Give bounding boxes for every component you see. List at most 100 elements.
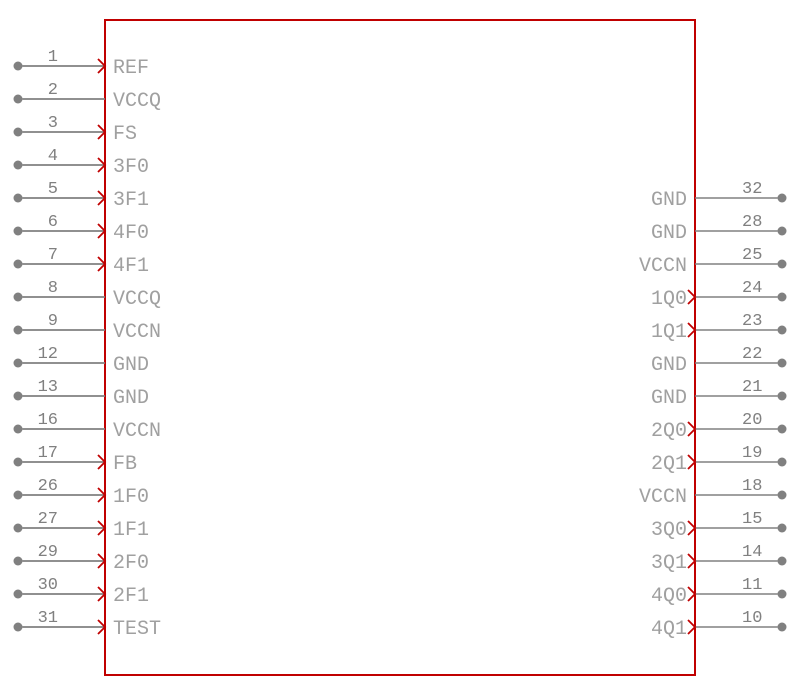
- pin-number: 26: [38, 477, 58, 496]
- pin-label: GND: [651, 222, 687, 245]
- output-arrow-icon: [688, 290, 695, 304]
- pin-label: 4Q0: [651, 585, 687, 608]
- pin-label: 4F1: [113, 255, 149, 278]
- left-pin-6: 64F0: [14, 213, 150, 245]
- pin-dot: [778, 260, 787, 269]
- pin-dot: [778, 194, 787, 203]
- pin-dot: [14, 425, 23, 434]
- pin-label: 2Q0: [651, 420, 687, 443]
- pin-dot: [778, 227, 787, 236]
- pin-label: 3F1: [113, 189, 149, 212]
- pin-dot: [14, 623, 23, 632]
- left-pin-27: 271F1: [14, 510, 150, 542]
- pin-label: 2Q1: [651, 453, 687, 476]
- left-pin-26: 26 1F0: [14, 477, 150, 509]
- right-pin-18: 18VCCN: [639, 477, 787, 509]
- left-pin-29: 292F0: [14, 543, 150, 575]
- pin-dot: [14, 161, 23, 170]
- pin-number: 15: [742, 510, 762, 529]
- pin-label: FS: [113, 123, 137, 146]
- pin-dot: [778, 557, 787, 566]
- pin-dot: [14, 95, 23, 104]
- right-pin-20: 202Q0: [651, 411, 787, 443]
- pin-dot: [14, 458, 23, 467]
- left-pin-1: 1REF: [14, 48, 150, 80]
- left-pin-3: 3 FS: [14, 114, 138, 146]
- pin-dot: [14, 260, 23, 269]
- right-pin-14: 14 3Q1: [651, 543, 787, 575]
- right-pin-11: 11 4Q0: [651, 576, 787, 608]
- pin-number: 19: [742, 444, 762, 463]
- pin-number: 3: [48, 114, 58, 133]
- pin-number: 23: [742, 312, 762, 331]
- pin-label: 4F0: [113, 222, 149, 245]
- pin-number: 5: [48, 180, 58, 199]
- pin-label: 1Q0: [651, 288, 687, 311]
- pin-dot: [14, 590, 23, 599]
- pin-number: 11: [742, 576, 762, 595]
- pin-dot: [778, 425, 787, 434]
- pin-number: 17: [38, 444, 58, 463]
- pin-number: 30: [38, 576, 58, 595]
- pin-number: 24: [742, 279, 762, 298]
- pin-label: GND: [113, 387, 149, 410]
- pin-dot: [778, 293, 787, 302]
- pin-dot: [14, 359, 23, 368]
- left-pin-7: 74F1: [14, 246, 150, 278]
- output-arrow-icon: [688, 455, 695, 469]
- pin-dot: [778, 524, 787, 533]
- pin-dot: [14, 194, 23, 203]
- pin-label: VCCN: [639, 255, 687, 278]
- pin-label: 3F0: [113, 156, 149, 179]
- pin-dot: [778, 326, 787, 335]
- output-arrow-icon: [688, 587, 695, 601]
- chip-body: [105, 20, 695, 675]
- pin-number: 4: [48, 147, 58, 166]
- pin-number: 18: [742, 477, 762, 496]
- pin-dot: [14, 128, 23, 137]
- pin-label: FB: [113, 453, 137, 476]
- right-pin-25: 25 VCCN: [639, 246, 787, 278]
- pin-number: 14: [742, 543, 762, 562]
- left-pin-2: 2 VCCQ: [14, 81, 162, 113]
- right-pin-24: 24 1Q0: [651, 279, 787, 311]
- pin-label: 1Q1: [651, 321, 687, 344]
- left-pin-17: 17 FB: [14, 444, 138, 476]
- pin-number: 9: [48, 312, 58, 331]
- pin-label: GND: [113, 354, 149, 377]
- pin-label: 1F0: [113, 486, 149, 509]
- pin-number: 22: [742, 345, 762, 364]
- left-pin-4: 4 3F0: [14, 147, 150, 179]
- right-pin-21: 21 GND: [651, 378, 787, 410]
- pin-label: VCCQ: [113, 90, 161, 113]
- output-arrow-icon: [688, 323, 695, 337]
- pin-number: 25: [742, 246, 762, 265]
- pin-label: 1F1: [113, 519, 149, 542]
- left-pin-9: 9 VCCN: [14, 312, 162, 344]
- pin-dot: [778, 590, 787, 599]
- output-arrow-icon: [688, 422, 695, 436]
- pin-number: 21: [742, 378, 762, 397]
- output-arrow-icon: [688, 620, 695, 634]
- pin-number: 2: [48, 81, 58, 100]
- pin-number: 16: [38, 411, 58, 430]
- pin-dot: [778, 458, 787, 467]
- pin-number: 10: [742, 609, 762, 628]
- pin-number: 1: [48, 48, 58, 67]
- right-pin-22: 22 GND: [651, 345, 787, 377]
- left-pin-31: 31TEST: [14, 609, 162, 641]
- right-pin-28: 28GND: [651, 213, 787, 245]
- pin-number: 13: [38, 378, 58, 397]
- pin-label: GND: [651, 387, 687, 410]
- pin-label: 3Q1: [651, 552, 687, 575]
- pin-dot: [14, 293, 23, 302]
- pin-dot: [14, 227, 23, 236]
- pin-label: VCCN: [113, 321, 161, 344]
- right-pin-23: 23 1Q1: [651, 312, 787, 344]
- pin-number: 32: [742, 180, 762, 199]
- pin-dot: [14, 392, 23, 401]
- pin-dot: [14, 326, 23, 335]
- pin-label: GND: [651, 354, 687, 377]
- pin-label: 2F0: [113, 552, 149, 575]
- left-pin-8: 8VCCQ: [14, 279, 162, 311]
